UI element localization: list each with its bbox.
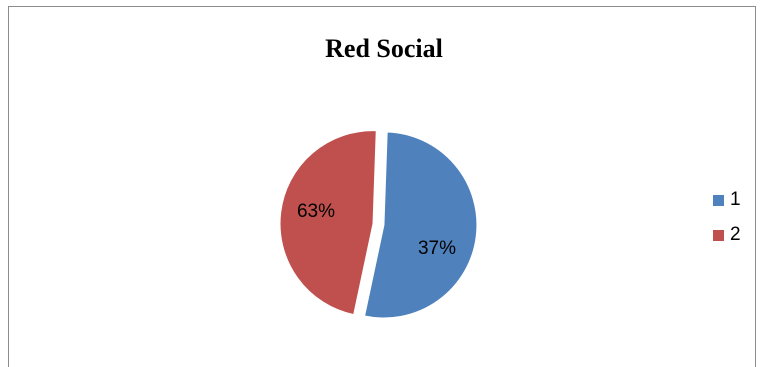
pie-slice-1 xyxy=(364,131,478,319)
legend-swatch-2 xyxy=(713,229,724,241)
legend-item-2: 2 xyxy=(713,224,741,245)
legend-label-2: 2 xyxy=(730,224,741,245)
data-label-2: 63% xyxy=(297,201,335,222)
data-label-1: 37% xyxy=(418,238,456,259)
pie-slice-2 xyxy=(279,130,377,316)
legend-swatch-1 xyxy=(713,194,724,206)
legend: 1 2 xyxy=(713,189,741,260)
legend-label-1: 1 xyxy=(730,189,741,210)
chart-title: Red Social xyxy=(325,34,443,63)
legend-item-1: 1 xyxy=(713,189,741,210)
